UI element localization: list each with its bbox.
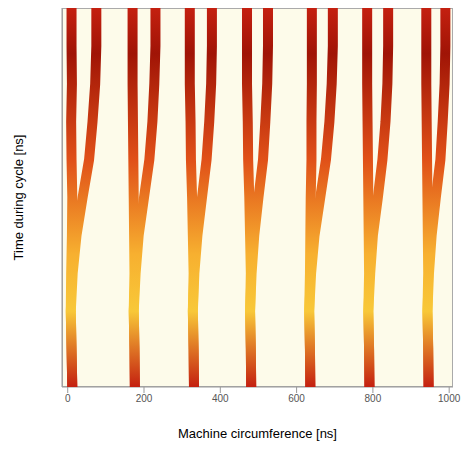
svg-text:Machine circumference [ns]: Machine circumference [ns]: [178, 426, 337, 441]
svg-text:Time during cycle [ns]: Time during cycle [ns]: [11, 135, 26, 261]
svg-text:800: 800: [365, 393, 382, 404]
svg-text:600: 600: [288, 393, 305, 404]
svg-text:1000: 1000: [438, 393, 461, 404]
svg-text:200: 200: [136, 393, 153, 404]
svg-text:400: 400: [212, 393, 229, 404]
svg-text:0: 0: [65, 393, 71, 404]
